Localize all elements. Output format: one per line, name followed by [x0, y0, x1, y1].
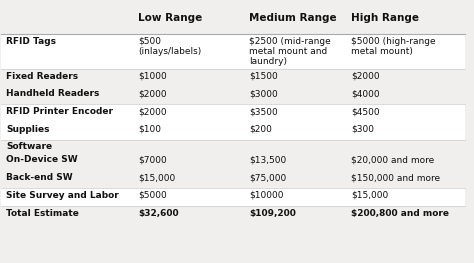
Text: $13,500: $13,500	[249, 155, 286, 164]
Text: $100: $100	[138, 125, 161, 134]
Text: $4000: $4000	[351, 89, 380, 98]
Text: $2000: $2000	[138, 89, 167, 98]
Text: High Range: High Range	[351, 13, 419, 23]
FancyBboxPatch shape	[1, 34, 465, 69]
Text: Supplies: Supplies	[6, 125, 49, 134]
FancyBboxPatch shape	[1, 122, 465, 140]
FancyBboxPatch shape	[1, 104, 465, 122]
Text: $500
(inlays/labels): $500 (inlays/labels)	[138, 37, 201, 56]
Text: $32,600: $32,600	[138, 209, 179, 218]
Text: RFID Printer Encoder: RFID Printer Encoder	[6, 107, 113, 116]
Text: Handheld Readers: Handheld Readers	[6, 89, 100, 98]
Text: $2000: $2000	[351, 72, 380, 81]
FancyBboxPatch shape	[1, 153, 465, 170]
Text: Low Range: Low Range	[138, 13, 202, 23]
Text: $2500 (mid-range
metal mount and
laundry): $2500 (mid-range metal mount and laundry…	[249, 37, 331, 66]
Text: Fixed Readers: Fixed Readers	[6, 72, 78, 81]
Text: $200: $200	[249, 125, 272, 134]
FancyBboxPatch shape	[1, 69, 465, 87]
Text: $75,000: $75,000	[249, 173, 286, 182]
Text: On-Device SW: On-Device SW	[6, 155, 78, 164]
Text: $5000 (high-range
metal mount): $5000 (high-range metal mount)	[351, 37, 436, 56]
FancyBboxPatch shape	[1, 188, 465, 206]
Text: $150,000 and more: $150,000 and more	[351, 173, 440, 182]
Text: $109,200: $109,200	[249, 209, 296, 218]
Text: $15,000: $15,000	[138, 173, 175, 182]
Text: $2000: $2000	[138, 107, 167, 116]
FancyBboxPatch shape	[1, 170, 465, 188]
Text: Software: Software	[6, 143, 52, 151]
Text: Total Estimate: Total Estimate	[6, 209, 79, 218]
Text: Site Survey and Labor: Site Survey and Labor	[6, 191, 119, 200]
Text: $1500: $1500	[249, 72, 278, 81]
FancyBboxPatch shape	[1, 140, 465, 153]
Text: $15,000: $15,000	[351, 191, 388, 200]
Text: $3000: $3000	[249, 89, 278, 98]
Text: $1000: $1000	[138, 72, 167, 81]
Text: RFID Tags: RFID Tags	[6, 37, 56, 45]
Text: $7000: $7000	[138, 155, 167, 164]
Text: $4500: $4500	[351, 107, 380, 116]
FancyBboxPatch shape	[1, 206, 465, 225]
Text: $3500: $3500	[249, 107, 278, 116]
Text: Medium Range: Medium Range	[249, 13, 337, 23]
FancyBboxPatch shape	[1, 87, 465, 104]
Text: $200,800 and more: $200,800 and more	[351, 209, 449, 218]
Text: $300: $300	[351, 125, 374, 134]
Text: $5000: $5000	[138, 191, 167, 200]
Text: Back-end SW: Back-end SW	[6, 173, 73, 182]
Text: $10000: $10000	[249, 191, 284, 200]
Text: $20,000 and more: $20,000 and more	[351, 155, 434, 164]
